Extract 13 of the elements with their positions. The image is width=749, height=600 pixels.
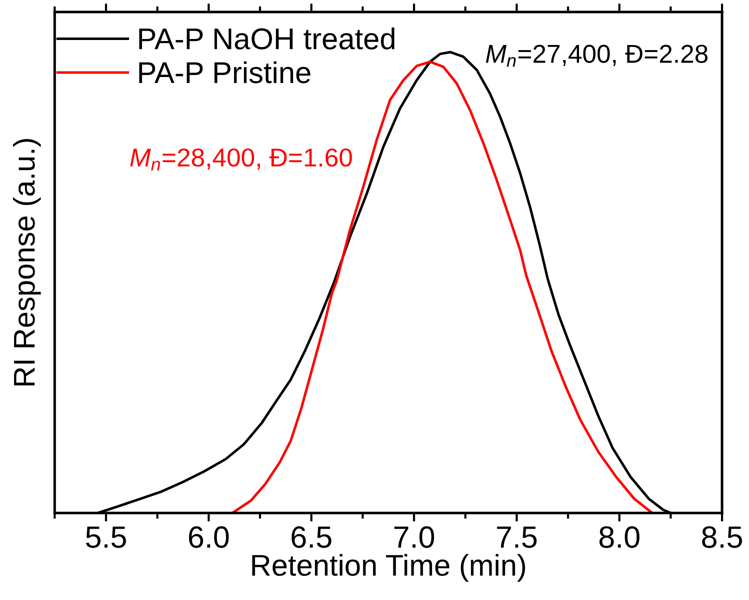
x-tick-label: 7.5 (497, 526, 537, 548)
x-tick-label: 7.0 (394, 526, 434, 548)
x-tick-label: 5.5 (86, 526, 126, 548)
legend-label: PA-P NaOH treated (139, 28, 394, 50)
x-axis-title: Retention Time (min) (252, 554, 526, 582)
legend-label: PA-P Pristine (139, 61, 310, 84)
annotation: M$_{n}$=27,400, Đ=2.28 (486, 44, 708, 67)
x-tick-label: 6.0 (189, 526, 229, 548)
annotation: M$_{n}$=28,400, Đ=1.60 (130, 148, 352, 170)
x-tick-label: 6.5 (292, 526, 332, 548)
y-axis-title: RI Response (a.u.) (12, 139, 41, 386)
x-tick-label: 8.0 (599, 526, 640, 548)
x-tick-label: 8.5 (702, 526, 742, 548)
